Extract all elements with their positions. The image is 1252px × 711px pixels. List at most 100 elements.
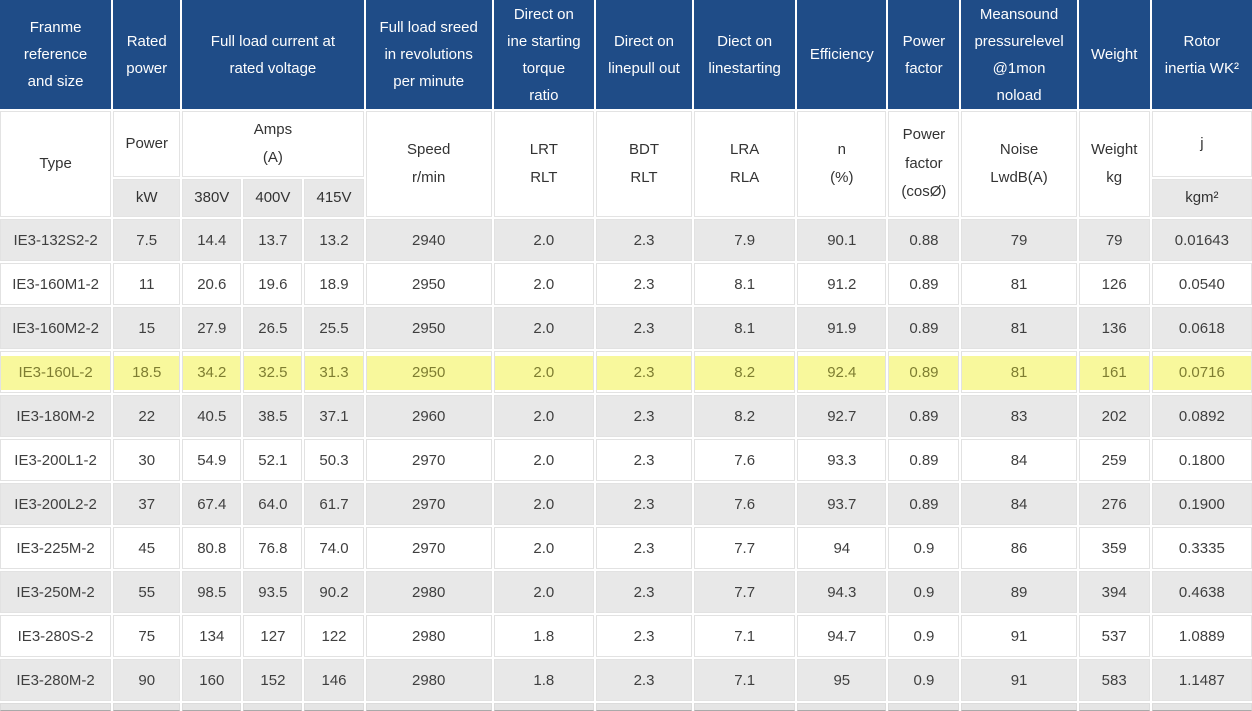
cell-value: 0.0892 — [1151, 395, 1252, 437]
table-row: IE3-225M-2 45 80.8 76.8 74.0 2970 2.0 2.3 7.7 94 0… — [0, 527, 1252, 569]
cell-value: 98.5 — [182, 571, 242, 613]
table-row: IE3-280S-2 75 134 127 122 2980 1.8 2.3 7.1 94.7 0.… — [0, 615, 1252, 657]
cell-value: 2.3 — [595, 571, 693, 613]
cell-value: 94.3 — [797, 571, 887, 613]
unit-415v: 415V — [304, 179, 364, 217]
cell-value: 0.9 — [888, 527, 960, 569]
cell-value: 2950 — [365, 307, 492, 349]
cell-value: 8.2 — [694, 351, 796, 393]
col-header-dol-starting-torque: Direct on ine starting torque ratio — [493, 0, 594, 109]
cell-value: 2.3 — [595, 659, 693, 701]
cell-value: 2980 — [365, 571, 492, 613]
cell-value: 2.3 — [595, 219, 693, 261]
cell-value: 94 — [797, 527, 887, 569]
table-row: IE3-160M1-2 11 20.6 19.6 18.9 2950 2.0 2.3 8.1 91… — [0, 263, 1252, 305]
cell-value: 2.0 — [493, 439, 594, 481]
cell-value: 1.0889 — [1151, 615, 1252, 657]
cell-value: 1.8 — [493, 615, 594, 657]
partial-next-row-cell — [182, 703, 242, 711]
cell-value: 84 — [961, 483, 1077, 525]
cell-value: 0.01643 — [1151, 219, 1252, 261]
cell-value: 13.2 — [304, 219, 364, 261]
cell-value: 0.9 — [888, 615, 960, 657]
cell-value: 0.3335 — [1151, 527, 1252, 569]
cell-value: 2.0 — [493, 527, 594, 569]
cell-value: 81 — [961, 307, 1077, 349]
cell-value: 64.0 — [243, 483, 303, 525]
table-row: IE3-200L1-2 30 54.9 52.1 50.3 2970 2.0 2.3 7.6 93… — [0, 439, 1252, 481]
cell-value: 8.1 — [694, 263, 796, 305]
cell-motor-type: IE3-132S2-2 — [0, 219, 112, 261]
cell-value: 13.7 — [243, 219, 303, 261]
cell-value: 75 — [113, 615, 181, 657]
cell-value: 38.5 — [243, 395, 303, 437]
subheader-lrt: LRT RLT — [493, 111, 594, 217]
cell-value: 27.9 — [182, 307, 242, 349]
cell-value: 95 — [797, 659, 887, 701]
col-header-dol-pull-out: Direct on linepull out — [595, 0, 693, 109]
cell-value: 37.1 — [304, 395, 364, 437]
cell-value: 18.5 — [113, 351, 181, 393]
table-row: IE3-280M-2 90 160 152 146 2980 1.8 2.3 7.1 95 0.9 9… — [0, 659, 1252, 701]
col-header-power-factor: Power factor — [888, 0, 960, 109]
cell-value: 2.0 — [493, 219, 594, 261]
cell-value: 7.7 — [694, 571, 796, 613]
cell-value: 1.1487 — [1151, 659, 1252, 701]
cell-value: 2970 — [365, 527, 492, 569]
subheader-speed: Speed r/min — [365, 111, 492, 217]
cell-value: 83 — [961, 395, 1077, 437]
header-row-sub: Type Power Amps (A) Speed r/min LRT RLT … — [0, 111, 1252, 217]
cell-motor-type: IE3-200L2-2 — [0, 483, 112, 525]
subheader-bdt: BDT RLT — [595, 111, 693, 217]
cell-value: 54.9 — [182, 439, 242, 481]
cell-value: 0.9 — [888, 571, 960, 613]
table-row: IE3-250M-2 55 98.5 93.5 90.2 2980 2.0 2.3 7.7 94.… — [0, 571, 1252, 613]
table-row-highlighted: IE3-160L-2 18.5 34.2 32.5 31.3 2950 2.0 2.3 8.2 9… — [0, 351, 1252, 393]
cell-value: 7.1 — [694, 659, 796, 701]
cell-value: 146 — [304, 659, 364, 701]
partial-next-row-cell — [304, 703, 364, 711]
col-header-weight: Weight — [1078, 0, 1150, 109]
unit-400v: 400V — [243, 179, 303, 217]
cell-motor-type: IE3-280M-2 — [0, 659, 112, 701]
col-header-dol-starting: Diect on linestarting — [694, 0, 796, 109]
partial-next-row-cell — [888, 703, 960, 711]
subheader-power: Power — [113, 111, 181, 177]
cell-motor-type: IE3-200L1-2 — [0, 439, 112, 481]
cell-value: 7.9 — [694, 219, 796, 261]
cell-value: 50.3 — [304, 439, 364, 481]
cell-value: 0.1800 — [1151, 439, 1252, 481]
cell-value: 30 — [113, 439, 181, 481]
cell-value: 394 — [1078, 571, 1150, 613]
cell-value: 2.3 — [595, 527, 693, 569]
cell-value: 127 — [243, 615, 303, 657]
cell-value: 91 — [961, 659, 1077, 701]
partial-next-row-cell — [595, 703, 693, 711]
cell-value: 2.3 — [595, 395, 693, 437]
cell-value: 2.3 — [595, 439, 693, 481]
table-row: IE3-180M-2 22 40.5 38.5 37.1 2960 2.0 2.3 8.2 92.… — [0, 395, 1252, 437]
table-row: IE3-160M2-2 15 27.9 26.5 25.5 2950 2.0 2.3 8.1 91… — [0, 307, 1252, 349]
cell-value: 11 — [113, 263, 181, 305]
cell-value: 259 — [1078, 439, 1150, 481]
cell-motor-type: IE3-160M1-2 — [0, 263, 112, 305]
cell-value: 136 — [1078, 307, 1150, 349]
partial-next-row-cell — [1078, 703, 1150, 711]
cell-value: 74.0 — [304, 527, 364, 569]
cell-value: 90 — [113, 659, 181, 701]
cell-value: 25.5 — [304, 307, 364, 349]
cell-value: 94.7 — [797, 615, 887, 657]
cell-value: 93.5 — [243, 571, 303, 613]
cell-value: 2.0 — [493, 571, 594, 613]
cell-value: 67.4 — [182, 483, 242, 525]
cell-value: 126 — [1078, 263, 1150, 305]
cell-value: 202 — [1078, 395, 1150, 437]
cell-value: 0.9 — [888, 659, 960, 701]
cell-value: 0.89 — [888, 439, 960, 481]
cell-value: 2.0 — [493, 307, 594, 349]
cell-value: 0.4638 — [1151, 571, 1252, 613]
partial-next-row-cell — [961, 703, 1077, 711]
cell-value: 61.7 — [304, 483, 364, 525]
cell-value: 7.1 — [694, 615, 796, 657]
subheader-amps: Amps (A) — [182, 111, 364, 177]
